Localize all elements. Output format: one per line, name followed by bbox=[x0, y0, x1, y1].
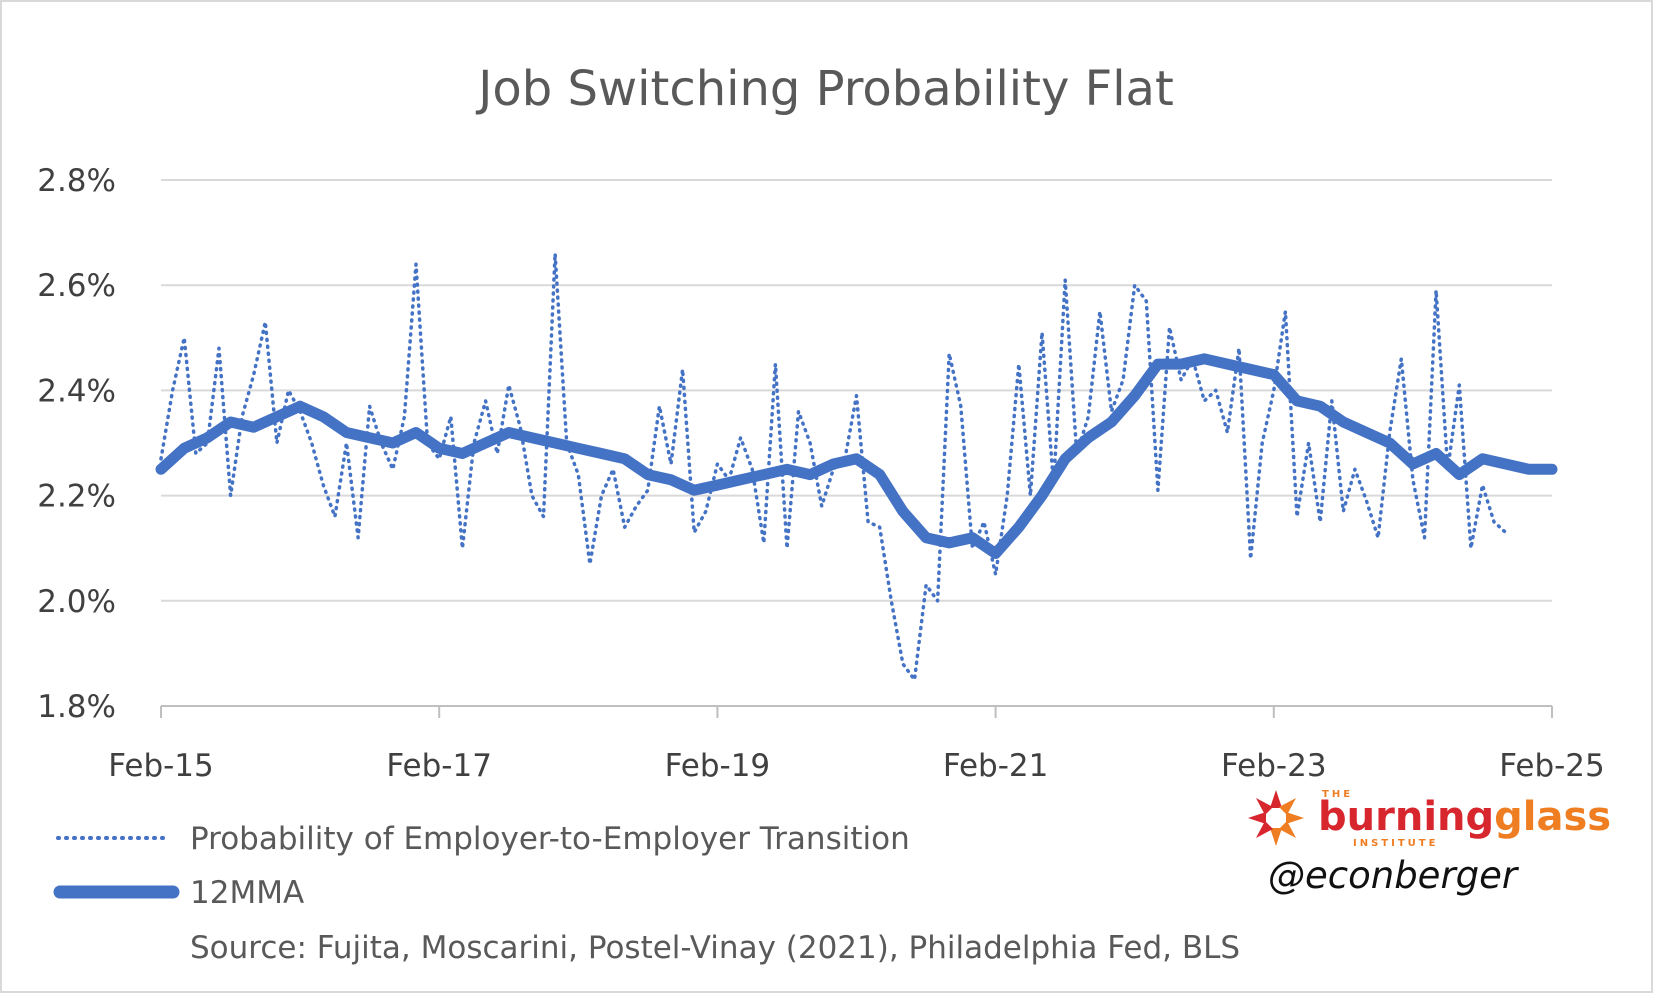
y-tick-label: 1.8% bbox=[37, 689, 116, 725]
x-tick-label: Feb-25 bbox=[1499, 748, 1605, 784]
x-tick-label: Feb-19 bbox=[665, 748, 771, 784]
x-tick-label: Feb-23 bbox=[1221, 748, 1327, 784]
series-line-2 bbox=[155, 353, 1558, 559]
x-tick-label: Feb-21 bbox=[943, 748, 1049, 784]
burning-glass-logo: THE burningglass INSTITUTE @econberger bbox=[1248, 789, 1611, 897]
y-tick-label: 2.4% bbox=[37, 373, 116, 409]
x-axis: Feb-15 Feb-17 Feb-19 Feb-21 Feb-23 Feb-25 bbox=[108, 705, 1605, 784]
y-axis-ticks: 1.8% 2.0% 2.2% 2.4% 2.6% 2.8% bbox=[37, 163, 116, 725]
x-tick-label: Feb-17 bbox=[386, 748, 492, 784]
series-layer bbox=[155, 251, 1558, 682]
y-tick-label: 2.2% bbox=[37, 479, 116, 515]
chart-title: Job Switching Probability Flat bbox=[475, 61, 1174, 117]
legend: Probability of Employer-to-Employer Tran… bbox=[53, 821, 1240, 966]
y-tick-label: 2.6% bbox=[37, 268, 116, 304]
legend-label-series-2: 12MMA bbox=[190, 875, 304, 911]
source-note: Source: Fujita, Moscarini, Postel-Vinay … bbox=[190, 930, 1240, 966]
y-tick-label: 2.8% bbox=[37, 163, 116, 199]
author-handle: @econberger bbox=[1268, 854, 1520, 897]
logo-text-burning: burningglass bbox=[1318, 794, 1611, 840]
y-tick-label: 2.0% bbox=[37, 584, 116, 620]
sunburst-icon bbox=[1248, 790, 1304, 846]
legend-label-series-1: Probability of Employer-to-Employer Tran… bbox=[190, 821, 910, 857]
series-line-1 bbox=[159, 251, 1508, 682]
x-tick-label: Feb-15 bbox=[108, 748, 214, 784]
logo-text-the: THE bbox=[1322, 789, 1353, 800]
logo-text-institute: INSTITUTE bbox=[1353, 838, 1438, 849]
